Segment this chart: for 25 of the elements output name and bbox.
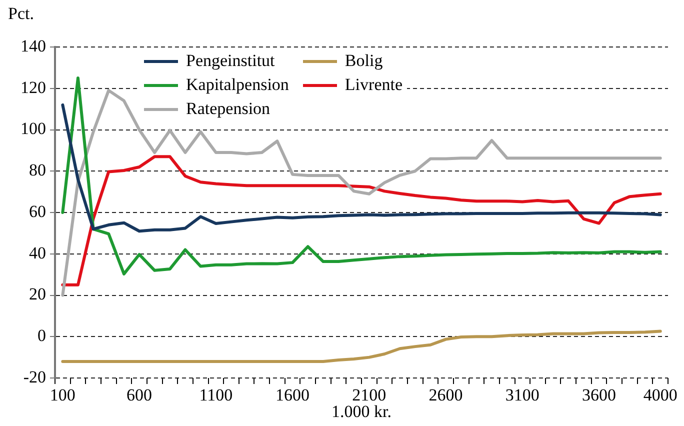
legend-label: Kapitalpension — [186, 75, 289, 95]
x-tick-label: 1100 — [199, 386, 233, 405]
x-tick-label: 600 — [126, 386, 152, 405]
legend-label: Pengeinstitut — [186, 51, 275, 71]
x-tick-label: 100 — [50, 386, 76, 405]
y-tick-label: -20 — [23, 367, 46, 386]
y-tick-label: 60 — [29, 202, 46, 221]
x-tick-label: 2600 — [428, 386, 463, 405]
x-tick-label: 2100 — [352, 386, 386, 405]
x-tick-label: 3600 — [582, 386, 616, 405]
legend-label: Bolig — [344, 51, 383, 71]
y-tick-label: 140 — [20, 36, 46, 56]
legend-label: Ratepension — [186, 99, 270, 119]
x-tick-label: 3100 — [505, 386, 540, 405]
y-tick-label: 80 — [29, 160, 46, 180]
y-tick-label: 0 — [38, 326, 46, 346]
y-axis-title: Pct. — [8, 4, 34, 24]
y-tick-label: 100 — [20, 119, 46, 138]
x-axis-title: 1.000 kr. — [332, 402, 392, 421]
x-tick-label: 4000 — [643, 386, 678, 405]
y-tick-label: 120 — [20, 78, 46, 97]
y-tick-label: 40 — [29, 243, 46, 262]
y-tick-label: 20 — [29, 284, 46, 304]
x-tick-label: 1600 — [276, 386, 310, 405]
legend-label: Livrente — [344, 75, 403, 95]
